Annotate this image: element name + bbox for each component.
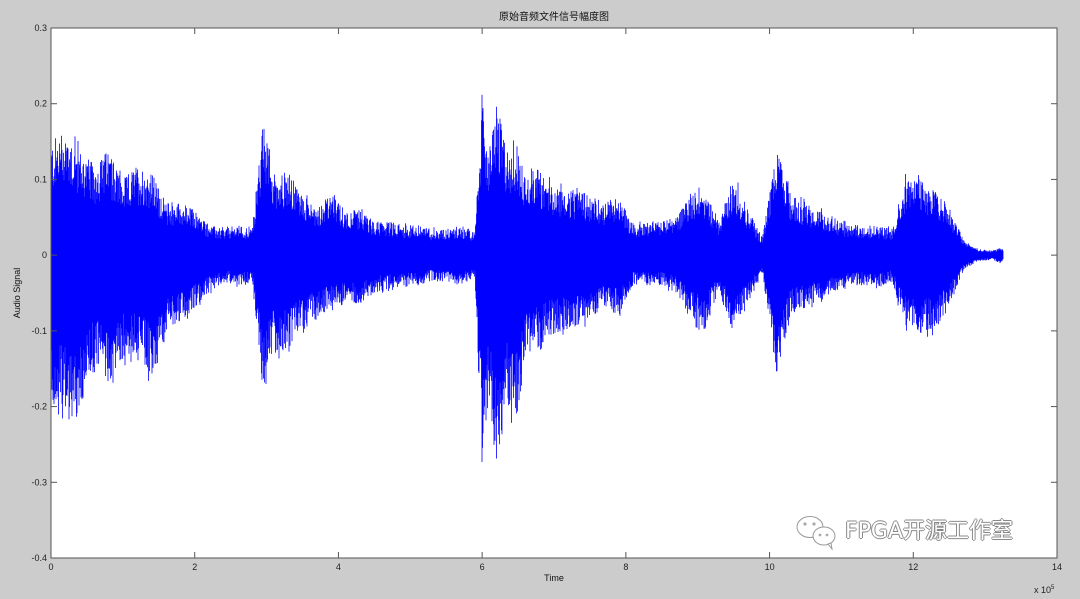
y-tick-label: 0.1 [34,174,47,184]
x-tick-label: 0 [48,562,53,572]
y-axis-label: Audio Signal [12,268,22,319]
x-tick-label: 10 [765,562,775,572]
y-tick-label: 0.3 [34,23,47,33]
x-tick-label: 14 [1052,562,1062,572]
plot-frame [50,27,1058,559]
x-tick-label: 6 [480,562,485,572]
waveform-core [51,169,1004,372]
x-exponent-label: x 105 [1034,585,1055,595]
x-exponent-base: x 10 [1034,585,1051,595]
y-tick-label: 0 [42,250,47,260]
y-tick-label: -0.4 [31,553,47,563]
x-tick-label: 8 [623,562,628,572]
y-tick-label: 0.2 [34,99,47,109]
wechat-icon [796,516,836,550]
x-axis-label: Time [544,573,564,583]
watermark: FPGA开源工作室 [795,514,1013,550]
x-tick-label: 4 [336,562,341,572]
y-tick-label: -0.3 [31,477,47,487]
chart-title: 原始音频文件信号幅度图 [499,10,609,23]
x-exponent-power: 5 [1051,585,1055,591]
ticks: 0 2 4 6 8 10 12 14 -0.4 -0.3 -0.2 -0.1 0 0.1 0.2 0.3 [31,23,1062,572]
x-tick-label: 12 [908,562,918,572]
y-tick-label: -0.2 [31,402,47,412]
y-tick-label: -0.1 [31,326,47,336]
x-tick-label: 2 [192,562,197,572]
watermark-text: FPGA开源工作室 [845,519,1014,544]
